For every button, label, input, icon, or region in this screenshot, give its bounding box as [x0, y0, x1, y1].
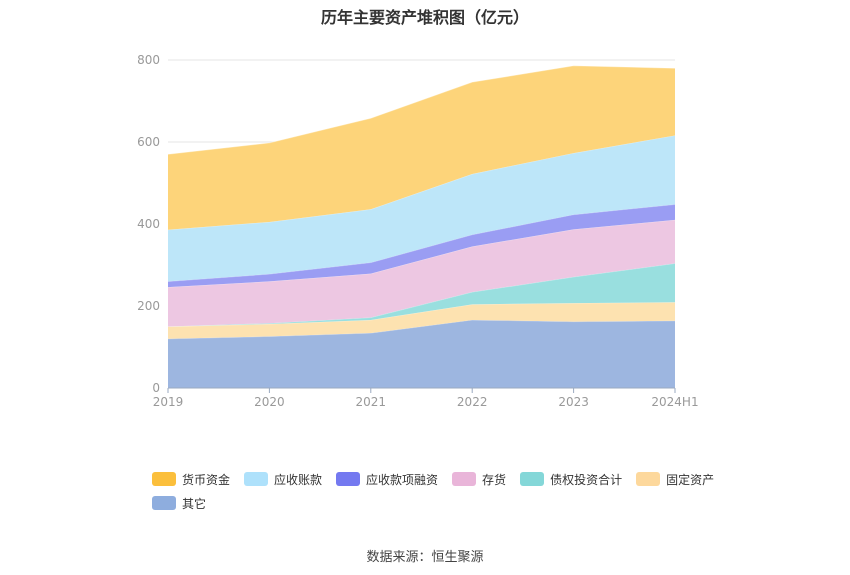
legend-label: 应收账款 [274, 472, 323, 487]
y-tick-label: 600 [137, 135, 160, 149]
legend-item[interactable]: 债权投资合计 [520, 470, 622, 488]
area-series [168, 319, 675, 388]
legend-label: 其它 [182, 496, 207, 511]
legend-swatch [152, 496, 176, 510]
legend-label: 固定资产 [666, 472, 715, 487]
x-tick-label: 2023 [558, 395, 589, 409]
y-tick-label: 800 [137, 53, 160, 67]
area-series [168, 135, 675, 282]
legend-label: 货币资金 [182, 472, 231, 487]
data-source: 数据来源：恒生聚源 [366, 550, 484, 565]
legend-label: 存货 [482, 472, 507, 487]
chart-title: 历年主要资产堆积图（亿元） [320, 8, 529, 27]
legend-item[interactable]: 其它 [152, 494, 206, 512]
legend-item[interactable]: 应收款项融资 [336, 470, 438, 488]
area-series [168, 65, 675, 230]
chart-legend: 货币资金 应收账款 应收款项融资 存货 债权投资合计 固定资产其它 [152, 470, 732, 512]
x-tick-label: 2021 [356, 395, 387, 409]
legend-swatch [152, 472, 176, 486]
legend-label: 债权投资合计 [550, 472, 623, 487]
x-tick-label: 2022 [457, 395, 488, 409]
legend-item[interactable]: 固定资产 [636, 470, 714, 488]
area-series [168, 263, 675, 327]
legend-item[interactable]: 应收账款 [244, 470, 322, 488]
area-series-edge [167, 65, 676, 155]
legend-swatch [336, 472, 361, 486]
legend-label: 应收款项融资 [366, 472, 439, 487]
x-tick-label: 2019 [153, 395, 184, 409]
legend-item[interactable]: 存货 [452, 470, 506, 488]
y-tick-label: 200 [137, 299, 160, 313]
legend-item[interactable]: 货币资金 [152, 470, 230, 488]
area-series [168, 219, 675, 327]
area-series [168, 204, 675, 288]
y-tick-label: 0 [152, 381, 160, 395]
legend-swatch [520, 472, 545, 486]
legend-swatch [244, 472, 269, 486]
legend-swatch [452, 472, 477, 486]
x-tick-label: 2024H1 [651, 395, 698, 409]
x-tick-label: 2020 [254, 395, 285, 409]
area-series [168, 302, 675, 339]
y-tick-label: 400 [137, 217, 160, 231]
legend-swatch [636, 472, 661, 486]
